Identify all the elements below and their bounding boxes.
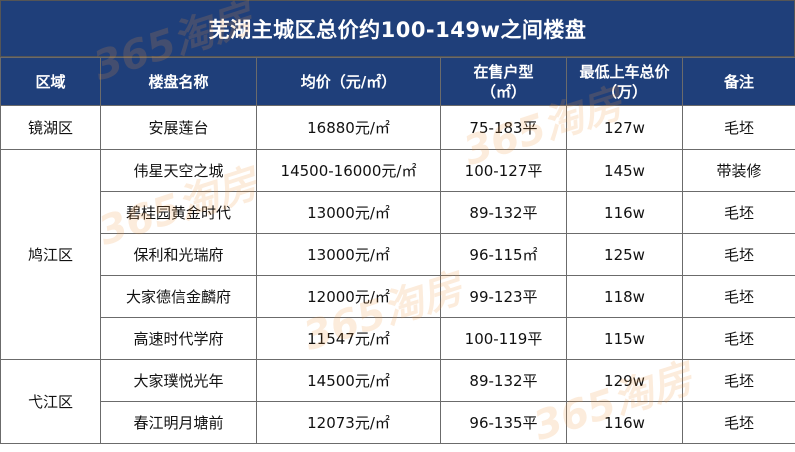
district-cell: 弋江区 <box>1 360 101 444</box>
type-cell: 100-119平 <box>441 318 567 360</box>
price-cell: 14500-16000元/㎡ <box>257 150 441 192</box>
header-price: 均价（元/㎡） <box>257 58 441 106</box>
header-type-line2: （㎡） <box>481 83 526 101</box>
total-cell: 118w <box>567 276 683 318</box>
price-cell: 14500元/㎡ <box>257 360 441 402</box>
table-row: 大家德信金麟府 12000元/㎡ 99-123平 118w 毛坯 <box>1 276 795 318</box>
total-cell: 116w <box>567 402 683 444</box>
note-cell: 毛坯 <box>683 234 795 276</box>
price-cell: 11547元/㎡ <box>257 318 441 360</box>
total-cell: 125w <box>567 234 683 276</box>
district-cell: 鸠江区 <box>1 150 101 360</box>
table-row: 春江明月塘前 12073元/㎡ 96-135平 116w 毛坯 <box>1 402 795 444</box>
table-row: 高速时代学府 11547元/㎡ 100-119平 115w 毛坯 <box>1 318 795 360</box>
price-cell: 12073元/㎡ <box>257 402 441 444</box>
table-row: 镜湖区 安展莲台 16880元/㎡ 75-183平 127w 毛坯 <box>1 106 795 150</box>
price-cell: 16880元/㎡ <box>257 106 441 150</box>
header-total-line1: 最低上车总价 <box>579 63 669 81</box>
header-total: 最低上车总价 （万） <box>567 58 683 106</box>
header-district: 区域 <box>1 58 101 106</box>
price-cell: 13000元/㎡ <box>257 234 441 276</box>
name-cell: 伟星天空之城 <box>101 150 257 192</box>
header-name: 楼盘名称 <box>101 58 257 106</box>
price-table: 区域 楼盘名称 均价（元/㎡） 在售户型 （㎡） 最低上车总价 （万） 备注 镜湖区… <box>0 57 795 444</box>
name-cell: 碧桂园黄金时代 <box>101 192 257 234</box>
type-cell: 89-132平 <box>441 192 567 234</box>
district-cell: 镜湖区 <box>1 106 101 150</box>
name-cell: 大家璞悦光年 <box>101 360 257 402</box>
header-note: 备注 <box>683 58 795 106</box>
type-cell: 75-183平 <box>441 106 567 150</box>
listing-table-image: 芜湖主城区总价约100-149w之间楼盘 区域 楼盘名称 均价（元/㎡） 在售户… <box>0 0 795 442</box>
header-row: 区域 楼盘名称 均价（元/㎡） 在售户型 （㎡） 最低上车总价 （万） 备注 <box>1 58 795 106</box>
note-cell: 毛坯 <box>683 106 795 150</box>
price-cell: 12000元/㎡ <box>257 276 441 318</box>
header-type-line1: 在售户型 <box>473 63 533 81</box>
table-title: 芜湖主城区总价约100-149w之间楼盘 <box>0 0 795 57</box>
total-cell: 115w <box>567 318 683 360</box>
note-cell: 毛坯 <box>683 402 795 444</box>
name-cell: 保利和光瑞府 <box>101 234 257 276</box>
type-cell: 96-135平 <box>441 402 567 444</box>
total-cell: 127w <box>567 106 683 150</box>
note-cell: 毛坯 <box>683 318 795 360</box>
header-type: 在售户型 （㎡） <box>441 58 567 106</box>
table-row: 弋江区 大家璞悦光年 14500元/㎡ 89-132平 129w 毛坯 <box>1 360 795 402</box>
total-cell: 145w <box>567 150 683 192</box>
total-cell: 129w <box>567 360 683 402</box>
name-cell: 高速时代学府 <box>101 318 257 360</box>
table-row: 保利和光瑞府 13000元/㎡ 96-115㎡ 125w 毛坯 <box>1 234 795 276</box>
name-cell: 春江明月塘前 <box>101 402 257 444</box>
table-row: 鸠江区 伟星天空之城 14500-16000元/㎡ 100-127平 145w … <box>1 150 795 192</box>
note-cell: 毛坯 <box>683 192 795 234</box>
header-total-line2: （万） <box>602 83 647 101</box>
name-cell: 大家德信金麟府 <box>101 276 257 318</box>
type-cell: 96-115㎡ <box>441 234 567 276</box>
total-cell: 116w <box>567 192 683 234</box>
note-cell: 毛坯 <box>683 360 795 402</box>
table-row: 碧桂园黄金时代 13000元/㎡ 89-132平 116w 毛坯 <box>1 192 795 234</box>
note-cell: 带装修 <box>683 150 795 192</box>
name-cell: 安展莲台 <box>101 106 257 150</box>
type-cell: 99-123平 <box>441 276 567 318</box>
note-cell: 毛坯 <box>683 276 795 318</box>
price-cell: 13000元/㎡ <box>257 192 441 234</box>
type-cell: 100-127平 <box>441 150 567 192</box>
type-cell: 89-132平 <box>441 360 567 402</box>
